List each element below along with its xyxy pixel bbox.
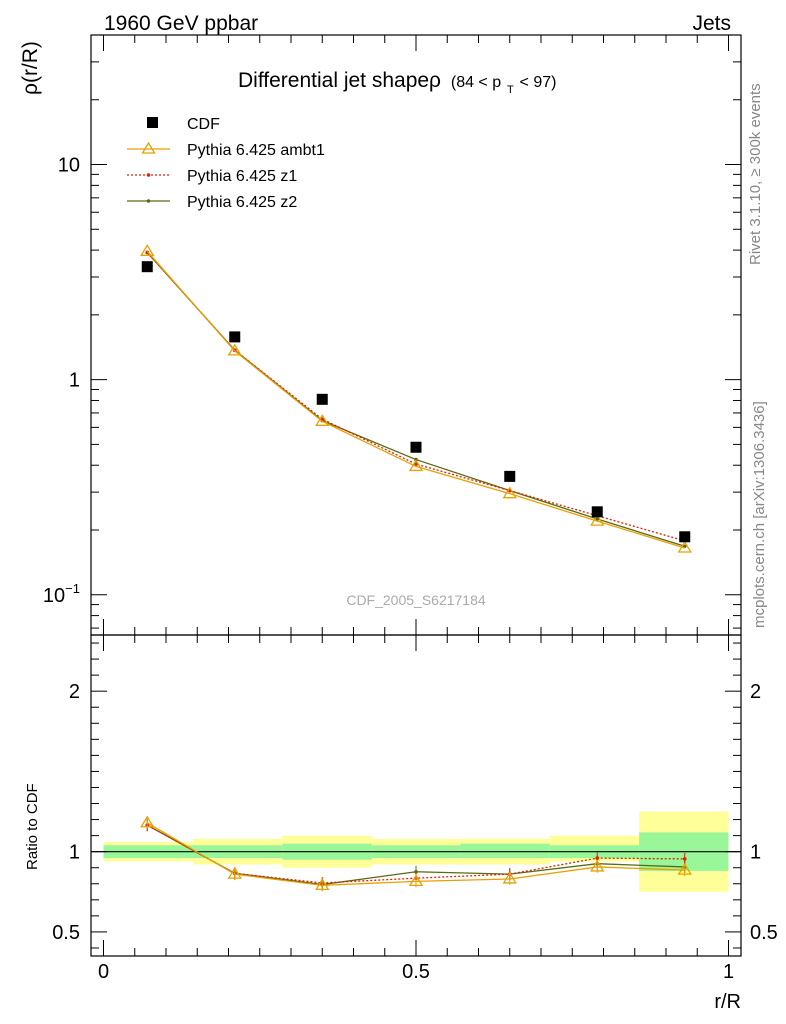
- point-ambt1: [140, 244, 155, 256]
- ratio-point-ambt1: [677, 862, 692, 875]
- point-cdf: [679, 531, 691, 543]
- point-cdf: [591, 506, 603, 518]
- rivet-label: Rivet 3.1.10, ≥ 300k events: [747, 83, 764, 265]
- ratio-frame: [90, 634, 742, 957]
- ratio-point-z2: [414, 869, 418, 874]
- series-line-z1: [146, 252, 685, 542]
- legend-marker-ambt1: [141, 141, 156, 154]
- header-right: Jets: [692, 12, 731, 35]
- ratio-point-ambt1: [315, 878, 330, 891]
- point-cdf: [504, 470, 516, 482]
- main-panel: 10 1 10−1 Differential jet shapeρ (84 < p …: [19, 34, 742, 636]
- ratio-point-ambt1: [502, 871, 517, 884]
- ratio-y-tick-label: 2: [69, 681, 80, 703]
- legend-entry-cdf: CDF: [147, 116, 220, 133]
- watermark: CDF_2005_S6217184: [346, 592, 486, 608]
- ratio-y-tick-label-right: 0.5: [750, 922, 778, 944]
- legend-label-z1: Pythia 6.425 z1: [187, 168, 297, 185]
- title-range: (84 < p: [451, 74, 501, 91]
- legend-marker-z2: [146, 199, 151, 203]
- ratio-y-axis-title: Ratio to CDF: [24, 783, 41, 870]
- legend-label-cdf: CDF: [187, 116, 220, 133]
- header-left: 1960 GeV ppbar: [104, 12, 258, 35]
- title-end: < 97): [520, 74, 557, 91]
- point-z1: [414, 462, 418, 466]
- series-line-z2: [146, 252, 685, 547]
- y-tick-label: 10−1: [43, 581, 80, 607]
- ratio-y-tick-label-right: 2: [750, 681, 761, 703]
- point-ambt1: [408, 459, 424, 472]
- point-cdf: [141, 261, 153, 273]
- ratio-point-ambt1: [140, 815, 155, 828]
- ratio-y-tick-label-right: 1: [750, 842, 761, 864]
- x-tick-label: 0: [98, 961, 109, 983]
- y-tick-label: 10: [58, 155, 80, 177]
- x-tick-label: 1: [723, 961, 734, 983]
- point-cdf: [410, 441, 422, 453]
- main-title: Differential jet shapeρ (84 < p T < 97): [238, 69, 556, 98]
- legend: CDF Pythia 6.425 ambt1 Pythia 6.425 z1 P…: [127, 116, 325, 211]
- point-ambt1: [590, 513, 605, 526]
- ratio-y-tick-label: 0.5: [52, 922, 80, 944]
- point-ambt1: [227, 343, 242, 356]
- ratio-panel: 0.5 0.5 1 1 2 2 0 0.5 1 Ratio to CDF r/R: [24, 634, 778, 1013]
- title-sub: T: [507, 84, 514, 96]
- legend-label-ambt1: Pythia 6.425 ambt1: [187, 142, 325, 159]
- point-ambt1: [502, 486, 517, 499]
- legend-marker-cdf: [147, 117, 158, 128]
- point-ambt1: [315, 414, 330, 426]
- ratio-point-ambt1: [408, 874, 424, 887]
- series-line-ambt1: [146, 250, 685, 549]
- title-main: Differential jet shapeρ: [238, 69, 441, 92]
- point-cdf: [316, 393, 328, 405]
- y-tick-label: 1: [69, 370, 80, 392]
- y-axis-title: ρ(r/R): [19, 41, 42, 95]
- legend-entry-z1: Pythia 6.425 z1: [127, 168, 297, 185]
- ratio-point-ambt1: [590, 859, 605, 872]
- legend-label-z2: Pythia 6.425 z2: [187, 194, 297, 211]
- x-tick-label: 0.5: [402, 961, 430, 983]
- ratio-point-ambt1: [227, 866, 242, 879]
- ratio-point-z1: [595, 856, 600, 860]
- mcplots-label: mcplots.cern.ch [arXiv:1306.3436]: [751, 401, 768, 628]
- ratio-point-z1: [682, 857, 687, 861]
- band-inner: [460, 843, 550, 859]
- legend-marker-z1: [146, 173, 151, 177]
- legend-entry-z2: Pythia 6.425 z2: [127, 194, 297, 211]
- x-axis-title: r/R: [714, 991, 741, 1013]
- point-ambt1: [677, 540, 692, 553]
- point-cdf: [229, 331, 241, 343]
- svg-text:Differential jet shapeρ: Differential jet shapeρ (84 < p T < 97): [238, 69, 556, 98]
- ratio-y-tick-label: 1: [69, 842, 80, 864]
- legend-entry-ambt1: Pythia 6.425 ambt1: [127, 141, 325, 159]
- point-z2: [595, 517, 600, 521]
